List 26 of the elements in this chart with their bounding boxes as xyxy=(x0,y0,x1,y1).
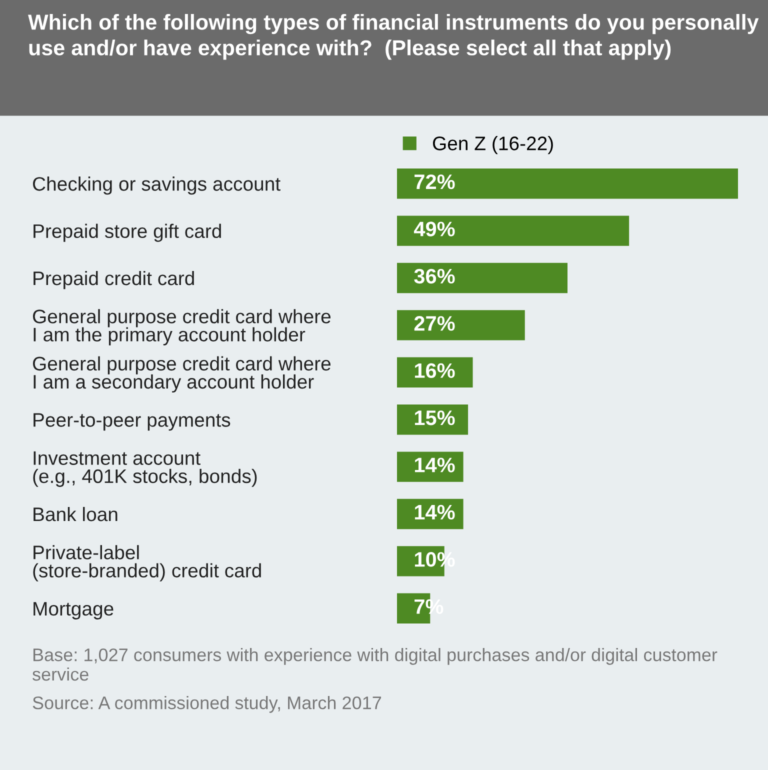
data-label: 27% xyxy=(414,316,455,331)
data-label: 16% xyxy=(414,363,455,378)
y-tick-label: Prepaid credit card xyxy=(34,270,194,290)
y-tick-label: Prepaid store gift card xyxy=(34,224,221,242)
data-label: 15% xyxy=(414,410,455,426)
y-tick-label: Bank loan xyxy=(34,506,118,522)
y-tick-label: Checking or savings account xyxy=(32,176,280,195)
source-note: Source: A commissioned study, March 2017 xyxy=(32,696,382,713)
y-tick-label: Private-label (store-branded) credit card xyxy=(33,545,261,582)
data-label: 72% xyxy=(414,174,455,190)
text: Base: 1,027 consumers with experience with digital purchases and/or digital customer service xyxy=(32,648,718,681)
bar xyxy=(397,262,568,294)
y-tick-label: Mortgage xyxy=(34,602,114,620)
data-label: 49% xyxy=(414,222,455,236)
bar xyxy=(397,216,630,246)
y-tick-label: Peer-to-peer payments xyxy=(34,413,230,431)
chart-title: Which of the following types of financial instruments do you personally use and/or have experience with? (Please select all that apply) xyxy=(28,14,759,60)
data-label: 14% xyxy=(414,504,455,520)
y-tick-label: General purpose credit card where I am the primary account holder xyxy=(32,309,331,346)
data-label: 36% xyxy=(414,268,455,284)
legend-label: Gen Z (16-22) xyxy=(432,136,553,154)
bar xyxy=(397,168,738,199)
y-tick-label: General purpose credit card where I am a secondary account holder xyxy=(32,356,331,393)
bar xyxy=(397,310,525,340)
y-tick-label: Investment account (e.g., 401K stocks, bonds) xyxy=(33,451,257,487)
data-label: 14% xyxy=(414,458,455,472)
